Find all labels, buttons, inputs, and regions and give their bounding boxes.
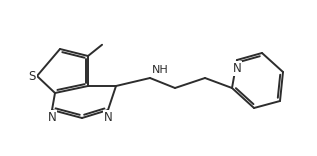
Text: N: N — [233, 62, 241, 75]
Text: NH: NH — [152, 65, 169, 75]
Text: N: N — [48, 111, 56, 124]
Text: S: S — [29, 70, 36, 83]
Text: N: N — [104, 111, 112, 124]
